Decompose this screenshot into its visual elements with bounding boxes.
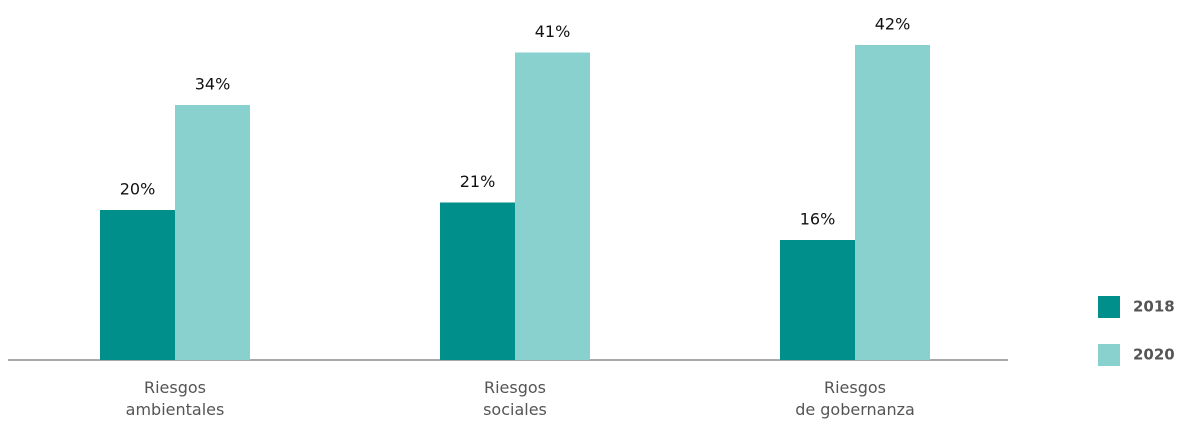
x-tick-label: Riesgos de gobernanza <box>795 378 915 419</box>
value-label: 21% <box>460 172 496 191</box>
bar <box>440 202 515 360</box>
x-tick-label: Riesgos sociales <box>483 378 547 419</box>
bar <box>855 45 930 360</box>
legend-label: 2020 <box>1133 346 1175 364</box>
bar <box>175 105 250 360</box>
value-label: 42% <box>875 15 911 34</box>
bar <box>780 240 855 360</box>
value-label: 41% <box>535 22 571 41</box>
legend-swatch <box>1098 296 1120 318</box>
legend-swatch <box>1098 344 1120 366</box>
bar <box>100 210 175 360</box>
value-label: 20% <box>120 180 156 199</box>
value-label: 16% <box>800 210 836 229</box>
bar <box>515 52 590 360</box>
legend-label: 2018 <box>1133 298 1175 316</box>
value-label: 34% <box>195 75 231 94</box>
x-tick-label: Riesgos ambientales <box>126 378 225 419</box>
